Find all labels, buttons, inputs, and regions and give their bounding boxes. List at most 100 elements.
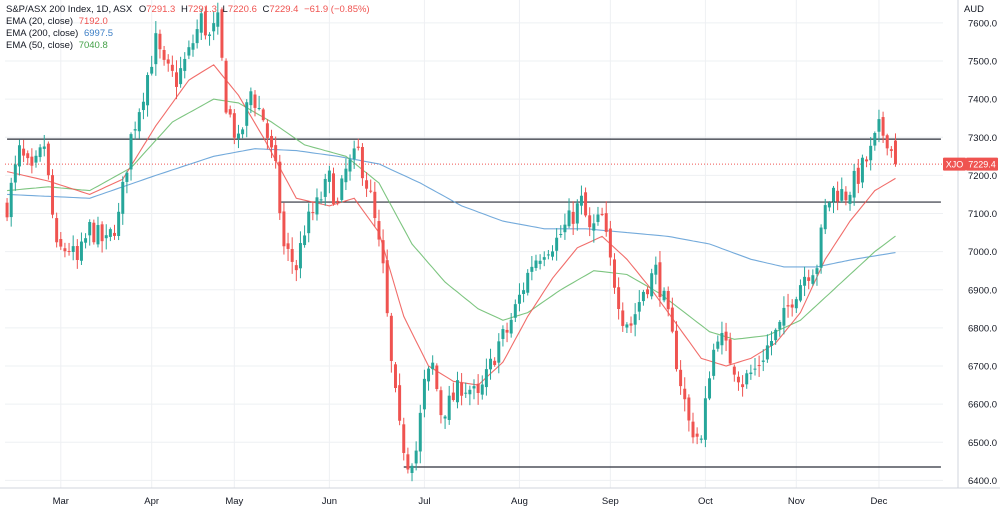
candle[interactable] [794, 296, 798, 313]
candle[interactable] [584, 187, 588, 218]
candle[interactable] [17, 139, 21, 176]
candle[interactable] [265, 119, 269, 150]
candle[interactable] [30, 148, 34, 174]
candle[interactable] [509, 312, 513, 338]
candle[interactable] [455, 371, 459, 409]
candle[interactable] [228, 105, 232, 118]
candle[interactable] [104, 224, 108, 250]
candle[interactable] [815, 264, 819, 286]
candle[interactable] [381, 229, 385, 274]
candle[interactable] [720, 321, 724, 355]
candle[interactable] [513, 299, 517, 323]
candle[interactable] [84, 233, 88, 249]
candle[interactable] [212, 11, 216, 41]
candle[interactable] [298, 231, 302, 279]
candle[interactable] [344, 158, 348, 191]
candle[interactable] [418, 404, 422, 464]
candle[interactable] [869, 137, 873, 171]
legend-ema200-row[interactable]: EMA (200, close) 6997.5 [6, 28, 370, 40]
candle[interactable] [216, 2, 220, 35]
candle[interactable] [133, 121, 137, 140]
candle[interactable] [270, 129, 274, 159]
candle[interactable] [691, 412, 695, 444]
candle[interactable] [129, 132, 133, 181]
candle[interactable] [414, 441, 418, 471]
candle[interactable] [464, 382, 468, 398]
candle[interactable] [55, 212, 59, 248]
candle[interactable] [732, 364, 736, 382]
candle[interactable] [274, 136, 278, 169]
candle[interactable] [517, 283, 521, 312]
candle[interactable] [646, 286, 650, 299]
candle[interactable] [575, 199, 579, 231]
candle[interactable] [629, 316, 633, 333]
candle[interactable] [600, 207, 604, 217]
candle[interactable] [125, 171, 129, 194]
candle[interactable] [559, 225, 563, 238]
candle[interactable] [761, 349, 765, 372]
candle[interactable] [546, 249, 550, 260]
candle[interactable] [526, 269, 530, 296]
candle[interactable] [530, 256, 534, 281]
candle[interactable] [770, 331, 774, 356]
candle[interactable] [224, 58, 228, 115]
candle[interactable] [174, 60, 178, 100]
candle[interactable] [439, 386, 443, 424]
candle[interactable] [621, 302, 625, 332]
candle[interactable] [63, 242, 67, 258]
candle[interactable] [674, 321, 678, 372]
candle[interactable] [497, 333, 501, 374]
candle[interactable] [836, 181, 840, 211]
candle[interactable] [261, 107, 265, 122]
candle[interactable] [811, 269, 815, 286]
candle[interactable] [724, 322, 728, 352]
candle[interactable] [46, 141, 50, 180]
candle[interactable] [394, 362, 397, 393]
candle[interactable] [703, 386, 707, 448]
candle[interactable] [757, 355, 761, 377]
candle[interactable] [307, 203, 311, 243]
candle[interactable] [5, 198, 9, 222]
candle[interactable] [220, 7, 224, 61]
candle[interactable] [117, 202, 121, 241]
candle[interactable] [369, 179, 373, 194]
candle[interactable] [819, 224, 823, 274]
candle[interactable] [753, 358, 757, 376]
candle[interactable] [873, 131, 877, 151]
candle[interactable] [567, 198, 571, 229]
candle[interactable] [782, 296, 786, 335]
candle[interactable] [253, 90, 257, 117]
candle[interactable] [373, 181, 377, 227]
candle[interactable] [604, 201, 608, 237]
candle[interactable] [749, 364, 753, 380]
candle[interactable] [311, 201, 315, 221]
candle[interactable] [633, 303, 637, 337]
ema200-line[interactable] [7, 148, 896, 268]
candle[interactable] [348, 154, 352, 181]
candle[interactable] [406, 447, 410, 474]
candle[interactable] [389, 312, 393, 373]
candle[interactable] [377, 209, 381, 247]
candle[interactable] [315, 188, 319, 221]
candle[interactable] [336, 197, 340, 206]
candle[interactable] [687, 394, 691, 432]
candle[interactable] [774, 328, 778, 345]
candle[interactable] [501, 325, 505, 347]
candle[interactable] [563, 213, 567, 240]
candle[interactable] [790, 299, 794, 317]
candle[interactable] [865, 156, 869, 168]
candle[interactable] [736, 371, 740, 391]
candle[interactable] [617, 277, 621, 320]
candle[interactable] [451, 382, 455, 402]
candle[interactable] [191, 34, 195, 57]
candle[interactable] [493, 357, 497, 367]
candle[interactable] [765, 334, 769, 363]
candle[interactable] [203, 6, 207, 40]
candle[interactable] [195, 19, 199, 49]
candle[interactable] [807, 269, 811, 290]
candle[interactable] [187, 40, 191, 60]
candle[interactable] [555, 228, 559, 261]
candle[interactable] [88, 219, 92, 246]
candle[interactable] [728, 332, 732, 366]
candle[interactable] [447, 385, 451, 425]
